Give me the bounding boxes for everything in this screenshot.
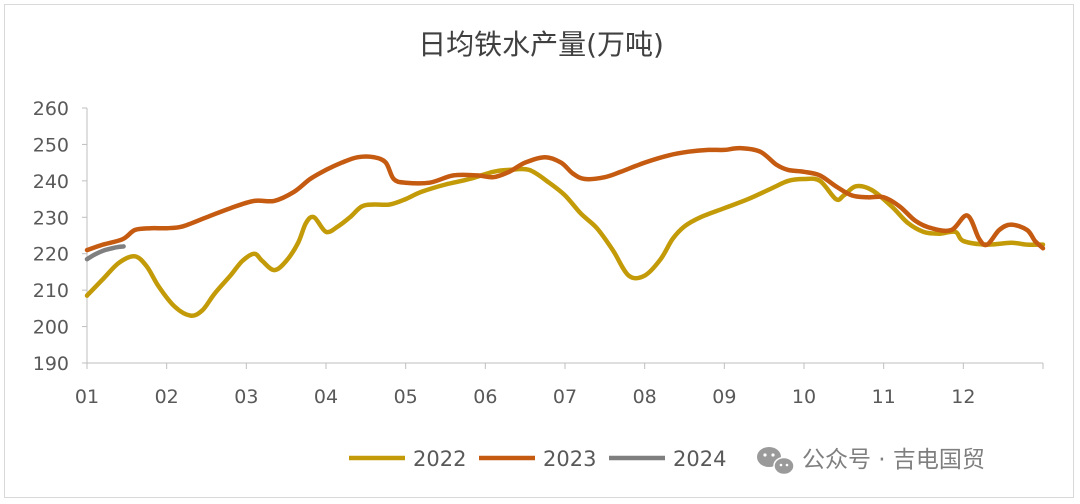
legend-label-2024: 2024 (673, 447, 726, 471)
x-tick-label: 05 (394, 386, 418, 408)
x-tick-label: 04 (314, 386, 338, 408)
x-tick-label: 12 (951, 386, 975, 408)
x-tick-label: 07 (553, 386, 577, 408)
watermark-text: 公众号 · 吉电国贸 (802, 447, 985, 473)
x-tick-label: 02 (155, 386, 179, 408)
x-tick-label: 06 (473, 386, 497, 408)
watermark: 公众号 · 吉电国贸 (757, 447, 985, 476)
y-tick-label: 240 (33, 171, 69, 193)
x-tick-label: 08 (633, 386, 657, 408)
x-tick-label: 09 (712, 386, 736, 408)
chart-title: 日均铁水产量(万吨) (418, 28, 664, 61)
y-tick-label: 200 (33, 317, 69, 339)
chart-legend: 2022 2023 2024 (349, 447, 726, 471)
x-tick-label: 11 (872, 386, 896, 408)
x-tick-label: 03 (234, 386, 258, 408)
legend-label-2022: 2022 (413, 447, 466, 471)
y-tick-label: 230 (33, 207, 69, 229)
series-line-2024 (84, 244, 126, 262)
series-line-2022 (84, 166, 1046, 318)
y-tick-label: 220 (33, 244, 69, 266)
y-tick-label: 210 (33, 280, 69, 302)
wechat-icon (757, 447, 795, 476)
legend-label-2023: 2023 (543, 447, 596, 471)
chart-frame (4, 4, 1074, 498)
y-tick-label: 190 (33, 353, 69, 375)
x-tick-label: 01 (75, 386, 99, 408)
y-tick-label: 250 (33, 134, 69, 156)
x-tick-label: 10 (792, 386, 816, 408)
chart-axes: 190 200 210 220 230 240 250 260 01 02 03 04 05 06 07 08… (33, 98, 1044, 408)
chart-series (84, 145, 1046, 318)
y-tick-label: 260 (33, 98, 69, 120)
series-line-2023 (84, 145, 1046, 253)
